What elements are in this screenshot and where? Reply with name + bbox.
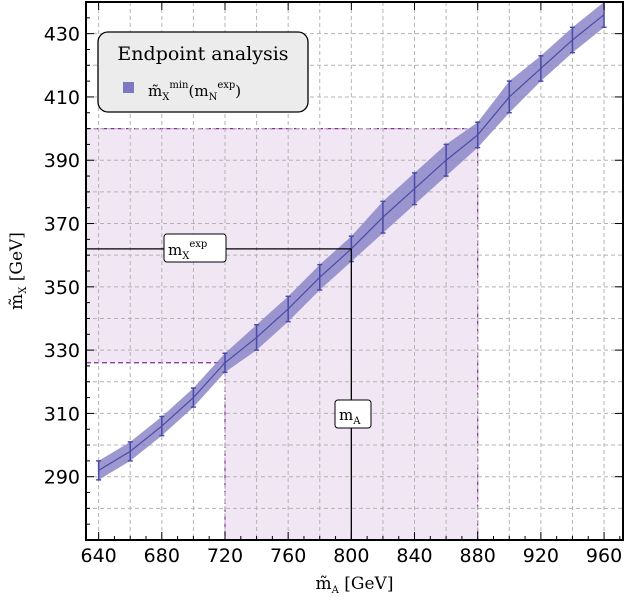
x-tick-label: 720: [207, 545, 243, 567]
x-tick-label: 920: [523, 545, 559, 567]
x-tick-label: 840: [396, 545, 432, 567]
x-tick-label: 680: [144, 545, 180, 567]
data-point: [569, 26, 575, 54]
y-axis-label: m̃X [GeV]: [7, 232, 29, 310]
x-tick-label: 880: [460, 545, 496, 567]
data-point: [159, 415, 165, 437]
x-axis-label-main: m̃: [316, 574, 332, 594]
y-axis-label-sub: X: [18, 286, 29, 294]
x-tick-label: 960: [586, 545, 622, 567]
y-tick-label: 330: [44, 340, 80, 362]
y-tick-label: 410: [44, 87, 80, 109]
data-point: [222, 352, 228, 374]
legend-entry-sub2: N: [209, 92, 218, 103]
y-tick-label: 370: [44, 214, 80, 236]
y-tick-label: 430: [44, 24, 80, 46]
legend-entry-sup2: exp: [217, 80, 235, 91]
y-tick-label: 350: [44, 277, 80, 299]
data-point: [254, 324, 260, 351]
annotation-mx-exp-main: m: [168, 241, 182, 259]
annotation-mx-exp-sup: exp: [189, 239, 207, 250]
legend-swatch: [123, 82, 134, 93]
annotation-ma-text: mA: [339, 406, 361, 427]
data-point: [127, 441, 133, 462]
y-axis-label-unit: [GeV]: [7, 232, 27, 287]
annotation-mx-exp-sub: X: [182, 251, 190, 262]
legend-entry: m̃Xmin(mNexp): [148, 80, 241, 103]
x-axis-label: m̃A [GeV]: [316, 574, 394, 596]
legend-box: [97, 31, 309, 113]
y-axis-label-main: m̃: [7, 294, 27, 310]
legend-entry-sup1: min: [169, 80, 189, 91]
data-point: [538, 55, 544, 82]
annotation-mx-exp: mXexp: [163, 233, 227, 263]
data-point: [380, 200, 386, 234]
data-point: [317, 263, 323, 291]
data-point: [285, 295, 291, 323]
y-tick-label: 390: [44, 150, 80, 172]
x-axis-label-unit: [GeV]: [339, 574, 394, 594]
annotation-ma: mA: [334, 399, 372, 429]
annotation-mx-exp-text: mXexp: [168, 239, 207, 262]
data-point: [443, 143, 449, 177]
annotation-ma-sub: A: [352, 416, 361, 427]
y-tick-label: 290: [44, 467, 80, 489]
annotation-mx-exp-box: [163, 233, 227, 263]
legend-entry-sub1: X: [162, 92, 170, 103]
x-tick-label: 760: [270, 545, 306, 567]
x-axis-label-sub: A: [331, 585, 340, 596]
x-tick-label: 800: [333, 545, 369, 567]
region-upper-fill: [86, 128, 478, 363]
y-tick-label: 310: [44, 403, 80, 425]
data-point: [506, 80, 512, 114]
legend-title: Endpoint analysis: [117, 43, 288, 65]
data-point: [190, 387, 196, 408]
data-point: [475, 121, 481, 149]
annotation-ma-main: m: [339, 406, 353, 424]
legend-entry-mid: (m: [188, 82, 208, 100]
legend-entry-end: ): [235, 82, 241, 100]
legend: Endpoint analysis m̃Xmin(mNexp): [97, 31, 309, 113]
data-point: [96, 460, 102, 481]
data-point: [412, 172, 418, 206]
ticks: 640 680 720 760 800 840 880 920 960 290 310 330 350 3…: [44, 1, 623, 567]
annotation-ma-box: [334, 399, 372, 429]
x-tick-label: 640: [81, 545, 117, 567]
legend-entry-base: m̃: [148, 82, 162, 100]
